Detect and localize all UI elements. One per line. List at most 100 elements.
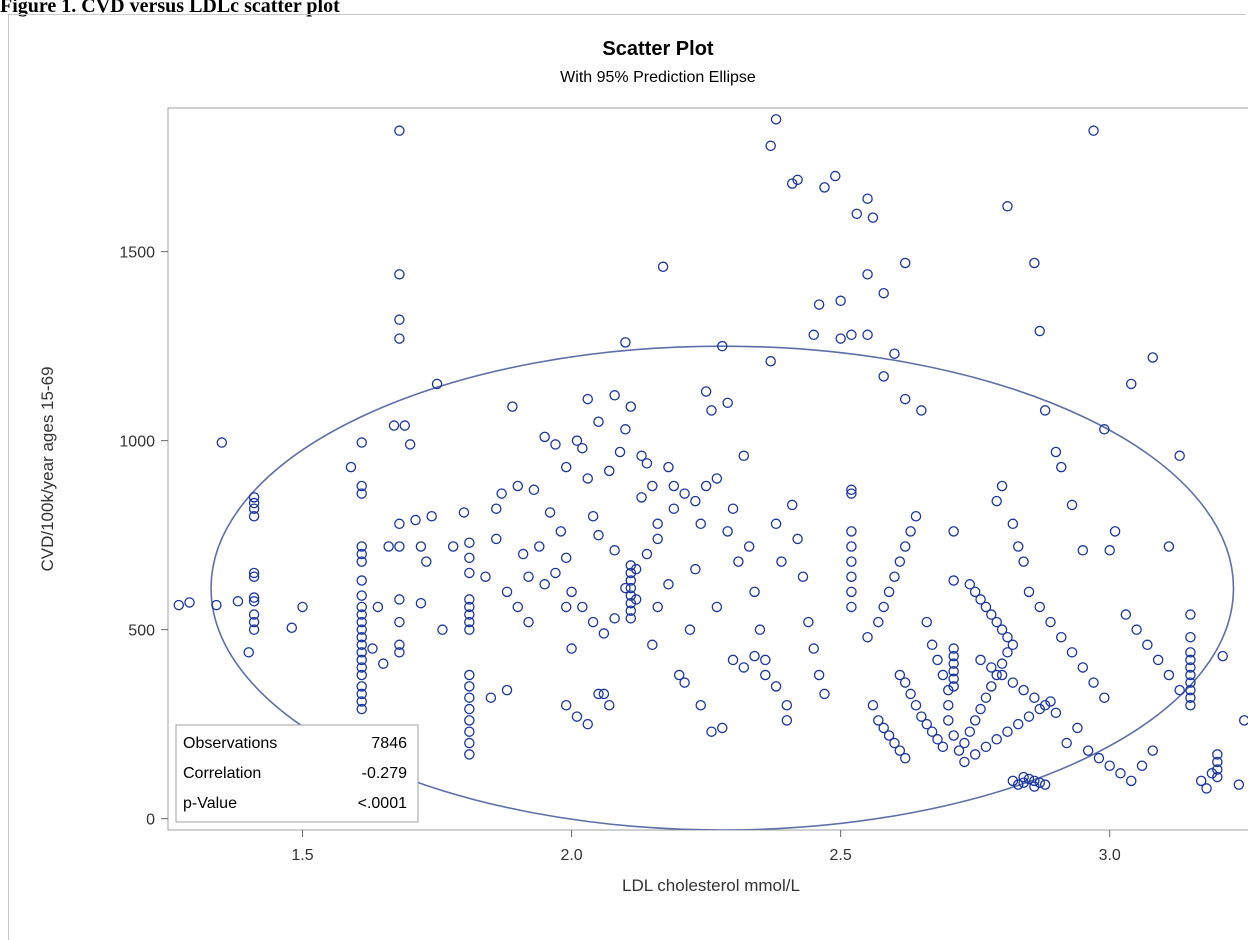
data-point	[996, 658, 1008, 669]
data-point	[899, 393, 911, 405]
data-point	[867, 212, 879, 223]
data-point	[415, 541, 427, 552]
data-point	[356, 601, 367, 613]
data-point	[356, 631, 367, 643]
data-point	[663, 579, 674, 590]
data-point	[356, 437, 367, 448]
data-point	[356, 688, 367, 700]
data-point	[948, 575, 959, 586]
data-point	[760, 654, 771, 666]
data-point	[862, 269, 873, 280]
data-point	[1066, 647, 1078, 658]
data-point	[1018, 684, 1029, 696]
data-point	[582, 393, 593, 405]
data-point	[464, 616, 475, 628]
data-point	[464, 594, 475, 605]
data-point	[695, 700, 706, 711]
data-point	[356, 647, 367, 658]
data-point	[668, 480, 680, 492]
data-point	[1007, 677, 1019, 688]
data-point	[431, 378, 443, 390]
data-point	[1077, 545, 1089, 556]
data-point	[464, 552, 475, 564]
data-point	[953, 745, 965, 756]
data-point	[356, 669, 367, 681]
data-point	[943, 715, 954, 726]
data-point	[926, 639, 938, 651]
figure-caption: Figure 1. CVD versus LDLc scatter plot	[0, 0, 340, 17]
data-point	[1012, 718, 1024, 730]
data-point	[991, 669, 1002, 681]
data-point	[781, 715, 793, 726]
x-axis: 1.5 2.0 2.5 3.0	[291, 830, 1121, 864]
data-point	[749, 650, 760, 662]
data-point	[1088, 677, 1099, 688]
data-point	[975, 703, 986, 715]
data-point	[1185, 609, 1196, 620]
data-point	[1174, 450, 1185, 462]
prediction-ellipse-group	[210, 345, 1235, 830]
stat-correlation-value: -0.279	[362, 765, 407, 782]
data-point	[394, 125, 405, 136]
data-point	[786, 178, 798, 189]
data-point	[243, 647, 254, 658]
data-point	[738, 662, 750, 673]
data-point	[986, 681, 997, 692]
data-point	[248, 511, 260, 522]
data-point	[248, 609, 260, 620]
data-point	[803, 616, 814, 628]
data-point	[878, 601, 889, 613]
data-point	[1233, 779, 1245, 790]
data-point	[421, 556, 432, 567]
data-point	[491, 533, 502, 545]
data-point	[878, 722, 889, 734]
data-point	[722, 526, 733, 537]
data-point	[711, 601, 723, 613]
data-point	[1212, 749, 1223, 760]
data-point	[1072, 722, 1083, 734]
data-point	[1185, 631, 1196, 643]
data-point	[593, 688, 604, 700]
data-point	[948, 643, 959, 654]
data-point	[1109, 526, 1121, 537]
data-point	[630, 594, 642, 605]
data-point	[464, 715, 475, 726]
data-point	[410, 514, 421, 526]
plot-area	[167, 107, 1248, 831]
x-tick-label: 3.0	[1099, 847, 1121, 864]
data-point	[652, 533, 663, 545]
data-point	[673, 669, 685, 681]
data-point	[657, 261, 669, 273]
data-point	[1082, 745, 1094, 756]
data-point	[727, 654, 739, 666]
data-point	[566, 643, 577, 654]
data-point	[883, 586, 895, 598]
data-point	[835, 295, 846, 307]
data-point	[937, 741, 949, 753]
data-point	[969, 749, 981, 760]
data-point	[356, 639, 367, 651]
data-point	[684, 624, 696, 635]
data-point	[980, 601, 992, 613]
data-point	[1061, 737, 1072, 749]
data-point	[356, 575, 367, 586]
data-point	[394, 616, 405, 628]
data-point	[641, 458, 653, 469]
data-point	[1185, 692, 1196, 703]
data-point	[1185, 669, 1196, 681]
data-point	[776, 556, 787, 567]
data-point	[894, 669, 906, 681]
data-point	[1023, 711, 1035, 722]
x-tick-label: 2.0	[560, 847, 582, 864]
data-point	[808, 329, 819, 341]
data-point	[695, 518, 706, 530]
data-point	[582, 718, 593, 730]
data-point	[604, 700, 615, 711]
data-point	[1147, 745, 1159, 756]
data-point	[867, 700, 879, 711]
data-point	[614, 446, 626, 458]
data-point	[501, 684, 513, 696]
data-point	[899, 541, 911, 552]
data-point	[1039, 779, 1051, 790]
prediction-ellipse	[210, 345, 1235, 830]
